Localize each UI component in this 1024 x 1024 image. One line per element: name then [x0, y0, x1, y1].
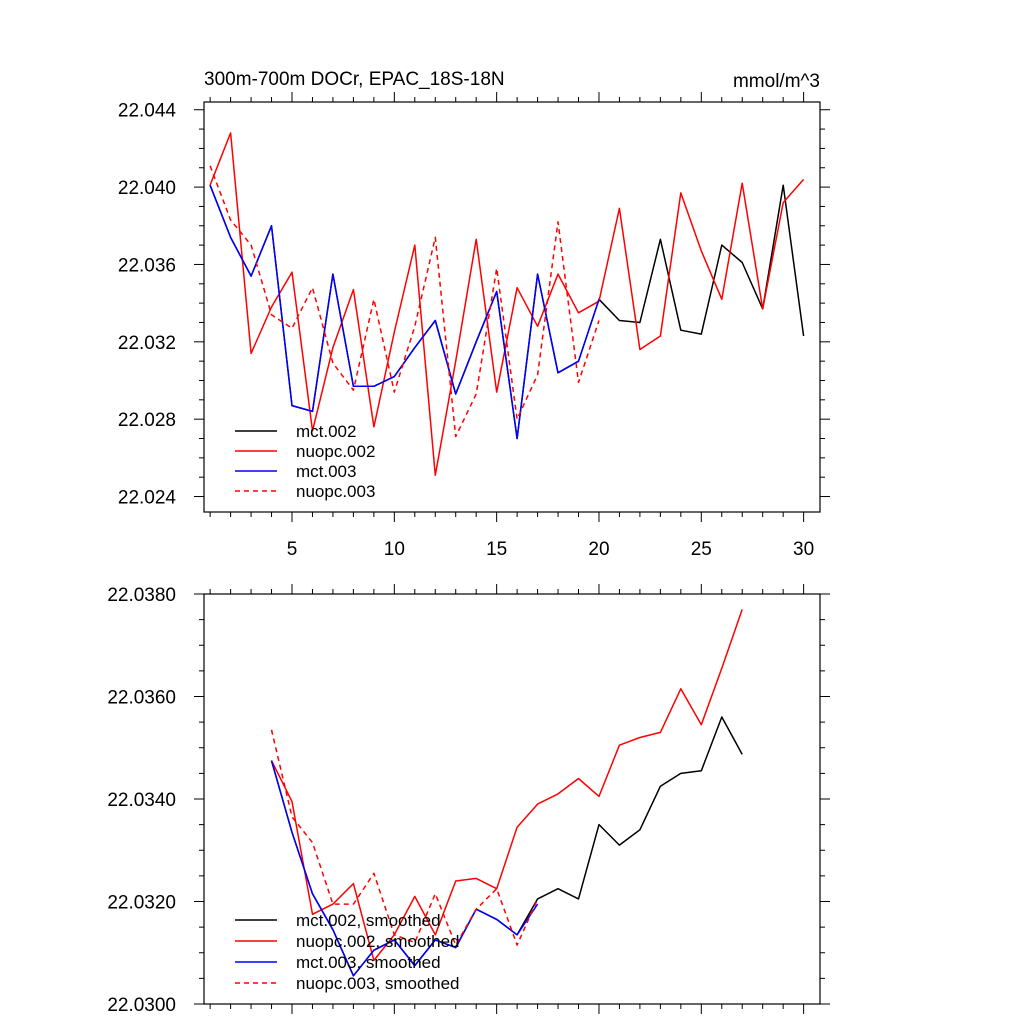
- legend: mct.002 nuopc.002 mct.003 nuopc.003: [235, 422, 375, 501]
- plot-frame: [203, 101, 821, 513]
- bottom-panel: 22.0300 22.0320 22.0340 22.0360 22.0380 mct.…: [107, 584, 830, 1016]
- legend-label-mct003-smoothed: mct.003, smoothed: [296, 953, 441, 972]
- y-tick-label: 22.028: [118, 410, 176, 431]
- axis-ticks: 22.0300 22.0320 22.0340 22.0360 22.0380: [107, 584, 830, 1016]
- series-line-nuopc-003-smoothed: [270, 729, 539, 946]
- y-tick-label: 22.0300: [107, 995, 176, 1016]
- series-line-nuopc-002-smoothed: [270, 609, 743, 962]
- series-line-nuopc-002: [209, 132, 805, 477]
- y-tick-label: 22.0380: [107, 585, 176, 606]
- y-tick-label: 22.0340: [107, 790, 176, 811]
- y-tick-label: 22.032: [118, 333, 176, 354]
- y-tick-label: 22.044: [118, 101, 177, 122]
- x-tick-label: 15: [486, 539, 507, 560]
- legend-label-nuopc003-smoothed: nuopc.003, smoothed: [296, 974, 460, 993]
- series-line-nuopc-003: [209, 165, 600, 438]
- series-line-mct-003: [209, 184, 600, 440]
- legend: mct.002, smoothed nuopc.002, smoothed mc…: [235, 911, 460, 993]
- x-tick-label: 20: [588, 539, 609, 560]
- legend-label-mct003: mct.003: [296, 462, 356, 481]
- x-tick-label: 25: [691, 539, 712, 560]
- series-lines: [209, 132, 805, 477]
- y-tick-label: 22.040: [118, 178, 176, 199]
- y-tick-label: 22.0360: [107, 688, 176, 709]
- series-lines: [270, 609, 743, 977]
- y-tick-label: 22.024: [118, 488, 177, 509]
- x-tick-label: 30: [793, 539, 814, 560]
- top-panel: 300m-700m DOCr, EPAC_18S-18N mmol/m^3 5 1…: [118, 69, 830, 560]
- series-line-mct-002: [209, 184, 805, 440]
- y-tick-label: 22.036: [118, 255, 176, 276]
- legend-label-mct002-smoothed: mct.002, smoothed: [296, 911, 441, 930]
- x-tick-label: 5: [287, 539, 298, 560]
- series-line-mct-003-smoothed: [270, 760, 539, 977]
- legend-label-nuopc003: nuopc.003: [296, 482, 375, 501]
- x-tick-label: 10: [384, 539, 405, 560]
- legend-label-nuopc002: nuopc.002: [296, 442, 375, 461]
- legend-label-nuopc002-smoothed: nuopc.002, smoothed: [296, 932, 460, 951]
- legend-label-mct002: mct.002: [296, 422, 356, 441]
- axis-ticks: 5 10 15 20 25 30 22.024 22.028 22.032 22.036 22.04…: [118, 92, 830, 560]
- units-label: mmol/m^3: [733, 71, 820, 92]
- chart-title: 300m-700m DOCr, EPAC_18S-18N: [204, 69, 505, 90]
- y-tick-label: 22.0320: [107, 893, 176, 914]
